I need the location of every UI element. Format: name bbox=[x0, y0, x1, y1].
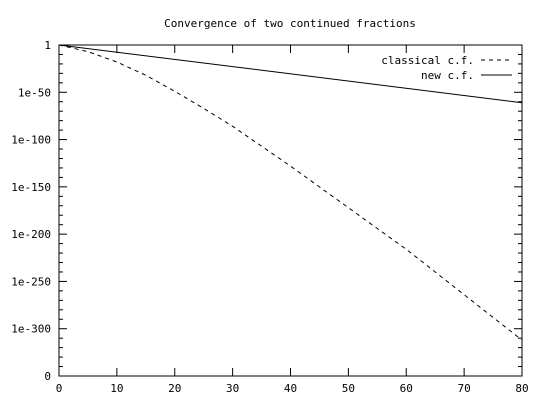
series-line-1 bbox=[58, 44, 523, 104]
y-tick-label: 1e-300 bbox=[11, 323, 51, 336]
y-axis: 1 1e-50 1e-100 1e-150 1e-200 1e-250 1e-300 0 bbox=[11, 39, 522, 383]
x-tick-label: 30 bbox=[226, 382, 239, 395]
x-tick-label: 50 bbox=[342, 382, 355, 395]
plot-frame bbox=[58, 44, 523, 377]
x-axis: 0 10 20 30 40 50 60 70 80 bbox=[56, 45, 529, 395]
y-tick-label: 1e-150 bbox=[11, 181, 51, 194]
x-tick-label: 0 bbox=[56, 382, 63, 395]
legend: classical c.f. new c.f. bbox=[381, 54, 512, 82]
x-tick-label: 40 bbox=[284, 382, 297, 395]
legend-label-0: classical c.f. bbox=[381, 54, 474, 67]
y-tick-label: 1e-100 bbox=[11, 134, 51, 147]
x-tick-label: 60 bbox=[400, 382, 413, 395]
chart-title: Convergence of two continued fractions bbox=[164, 17, 416, 30]
y-tick-label: 1e-50 bbox=[18, 86, 51, 99]
series-lines bbox=[58, 44, 523, 341]
y-minor-ticks bbox=[59, 53, 522, 368]
y-tick-label: 1e-250 bbox=[11, 275, 51, 288]
x-tick-label: 80 bbox=[515, 382, 528, 395]
y-tick-label: 1 bbox=[44, 39, 51, 52]
x-tick-label: 20 bbox=[168, 382, 181, 395]
series-line-0 bbox=[58, 44, 523, 341]
y-tick-label: 1e-200 bbox=[11, 228, 51, 241]
legend-label-1: new c.f. bbox=[421, 69, 474, 82]
x-tick-label: 10 bbox=[110, 382, 123, 395]
y-tick-label: 0 bbox=[44, 370, 51, 383]
x-tick-label: 70 bbox=[458, 382, 471, 395]
